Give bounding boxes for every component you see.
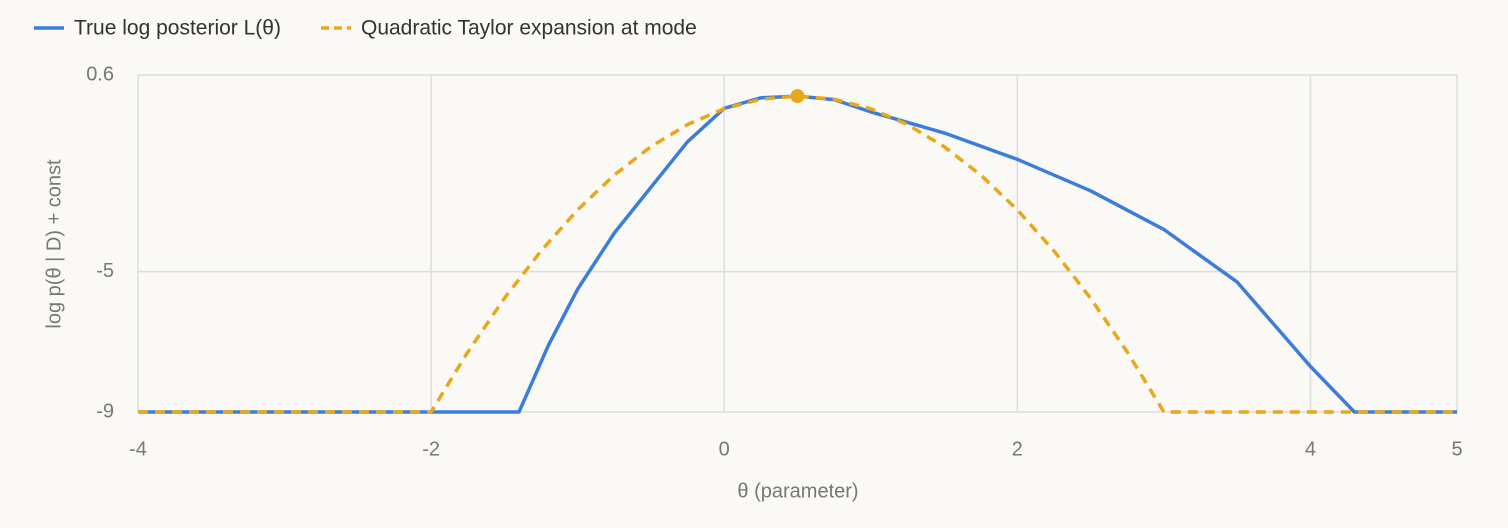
- y-tick-label: -5: [96, 260, 114, 282]
- x-tick-label: -2: [422, 438, 440, 460]
- y-tick-label: -9: [96, 400, 114, 422]
- mode-point: [790, 89, 805, 104]
- legend-label: True log posterior L(θ): [74, 17, 281, 40]
- legend-label: Quadratic Taylor expansion at mode: [361, 17, 697, 40]
- y-tick-label: 0.6: [86, 63, 114, 85]
- series-line: [138, 94, 1457, 414]
- x-tick-label: -4: [129, 438, 147, 460]
- y-axis-label: log p(θ | D) + const: [43, 159, 65, 329]
- x-tick-label: 0: [719, 438, 730, 460]
- x-tick-label: 4: [1305, 438, 1316, 460]
- x-tick-label: 5: [1451, 438, 1462, 460]
- legend: True log posterior L(θ) Quadratic Taylor …: [34, 17, 697, 40]
- x-tick-label: 2: [1012, 438, 1023, 460]
- series-line: [138, 94, 1457, 414]
- x-axis-label: θ (parameter): [737, 480, 858, 502]
